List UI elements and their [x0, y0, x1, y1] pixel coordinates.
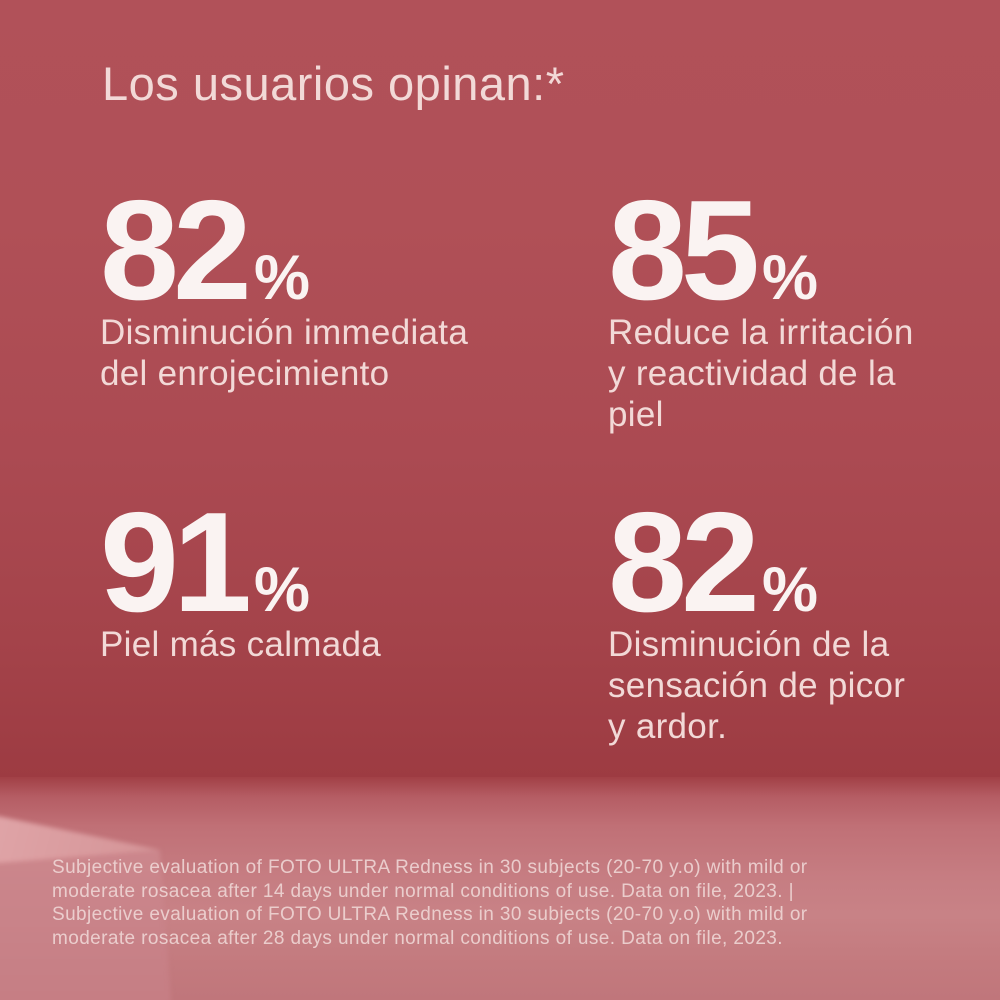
footnote-line: moderate rosacea after 14 days under nor…	[52, 880, 794, 902]
stat-description-line: sensación de picor	[608, 666, 906, 705]
stat-block-redness-reduction: 82% Disminución immediata del enrojecimi…	[100, 180, 530, 394]
stat-value: 82	[100, 171, 252, 330]
percent-sign: %	[761, 243, 818, 313]
footnote-line: Subjective evaluation of FOTO ULTRA Redn…	[52, 857, 808, 878]
stat-description: Disminución de la sensación de picor y a…	[608, 624, 905, 747]
stat-number: 82%	[100, 180, 530, 322]
stat-block-calmer-skin: 91% Piel más calmada	[100, 492, 530, 665]
stat-description-line: del enrojecimiento	[100, 354, 390, 393]
stat-description: Disminución immediata del enrojecimiento	[100, 312, 468, 394]
stat-number: 91%	[100, 492, 530, 634]
stat-description-line: Disminución immediata	[100, 313, 469, 352]
backdrop-pedestal	[0, 798, 192, 1000]
stat-description-line: Piel más calmada	[100, 625, 382, 664]
percent-sign: %	[253, 555, 310, 625]
stat-description-line: Reduce la irritación	[608, 313, 914, 352]
stat-block-irritation-reduction: 85% Reduce la irritación y reactividad d…	[608, 180, 998, 435]
pedestal-front-face	[0, 850, 172, 1000]
stat-value: 91	[100, 483, 252, 642]
stat-description-line: piel	[608, 395, 664, 434]
stat-number: 82%	[608, 492, 998, 634]
stat-number: 85%	[608, 180, 998, 322]
stat-description-line: y ardor.	[608, 707, 728, 746]
stat-value: 85	[608, 171, 760, 330]
footnote-line: moderate rosacea after 28 days under nor…	[52, 927, 783, 949]
footnote-line: Subjective evaluation of FOTO ULTRA Redn…	[52, 904, 808, 925]
stat-description: Reduce la irritación y reactividad de la…	[608, 312, 914, 435]
stat-value: 82	[608, 483, 760, 642]
backdrop-wall	[0, 0, 1000, 779]
stat-block-itching-burning-reduction: 82% Disminución de la sensación de picor…	[608, 492, 998, 747]
stat-description: Piel más calmada	[100, 624, 381, 665]
stat-description-line: Disminución de la	[608, 625, 890, 664]
percent-sign: %	[253, 243, 310, 313]
footnote: Subjective evaluation of FOTO ULTRA Redn…	[52, 856, 808, 950]
percent-sign: %	[761, 555, 818, 625]
stat-description-line: y reactividad de la	[608, 354, 896, 393]
page-title: Los usuarios opinan:*	[102, 57, 565, 110]
